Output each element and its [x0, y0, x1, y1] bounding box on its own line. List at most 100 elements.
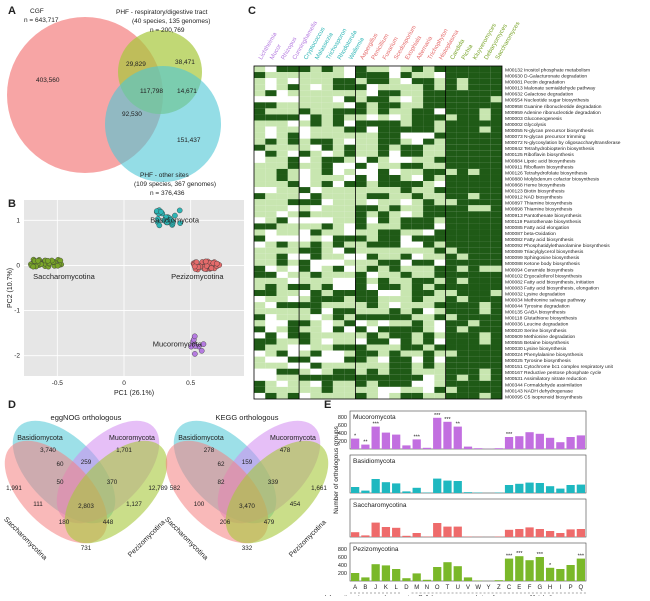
bar-basidiomycota-F — [525, 483, 533, 493]
heatmap-cell — [288, 108, 299, 114]
heatmap-cell — [254, 290, 265, 296]
heatmap-cell — [479, 223, 490, 229]
heatmap-cell — [457, 332, 468, 338]
heatmap-cell — [367, 120, 378, 126]
heatmap-cell — [322, 345, 333, 351]
heatmap-cell — [479, 217, 490, 223]
heatmap-cell — [401, 151, 412, 157]
heatmap-cell — [310, 320, 321, 326]
heatmap-cell — [389, 278, 400, 284]
heatmap-cell — [389, 381, 400, 387]
heatmap-cell — [288, 357, 299, 363]
bar-ylabel: Number of orthologous groups — [333, 425, 340, 514]
heatmap-cell — [434, 108, 445, 114]
heatmap-cell — [288, 90, 299, 96]
heatmap-cell — [288, 139, 299, 145]
heatmap-cell — [344, 284, 355, 290]
heatmap-cell — [367, 387, 378, 393]
heatmap-cell — [434, 272, 445, 278]
bar-xtick: L — [395, 585, 399, 591]
heatmap-cell — [468, 169, 479, 175]
heatmap-cell — [355, 351, 366, 357]
heatmap-cell — [299, 248, 310, 254]
heatmap-cell — [446, 175, 457, 181]
heatmap-cell — [265, 205, 276, 211]
heatmap-cell — [355, 278, 366, 284]
heatmap-cell — [412, 363, 423, 369]
heatmap-cell — [333, 169, 344, 175]
heatmap-cell — [434, 169, 445, 175]
heatmap-cell — [389, 114, 400, 120]
heatmap-cell — [412, 187, 423, 193]
heatmap-cell — [491, 266, 502, 272]
heatmap-cell — [254, 332, 265, 338]
heatmap-cell — [401, 326, 412, 332]
heatmap-cell — [277, 108, 288, 114]
heatmap-cell — [367, 84, 378, 90]
heatmap-cell — [423, 157, 434, 163]
heatmap-cell — [423, 78, 434, 84]
heatmap-cell — [412, 145, 423, 151]
heatmap-cell — [299, 338, 310, 344]
heatmap-cell — [288, 199, 299, 205]
heatmap-module-label: M00958 Guanine ribonucleotide degradatio… — [505, 104, 602, 110]
venn-region-phfr-phfo: 14,671 — [177, 88, 197, 95]
heatmap-cell — [434, 351, 445, 357]
heatmap-cell — [446, 357, 457, 363]
heatmap-module-label: M00085 Fatty acid elongation — [505, 225, 569, 231]
heatmap-cell — [355, 296, 366, 302]
heatmap-cell — [468, 120, 479, 126]
heatmap-cell — [491, 157, 502, 163]
heatmap-cell — [322, 127, 333, 133]
heatmap-module-label: M00030 Lysine biosynthesis — [505, 346, 567, 352]
heatmap-cell — [423, 320, 434, 326]
pca-ytick: 1 — [16, 217, 20, 224]
heatmap-cell — [277, 284, 288, 290]
heatmap-cell — [389, 127, 400, 133]
heatmap-cell — [265, 157, 276, 163]
heatmap-cell — [446, 236, 457, 242]
heatmap-cell — [412, 345, 423, 351]
heatmap-cell — [412, 181, 423, 187]
heatmap-cell — [299, 175, 310, 181]
heatmap-cell — [378, 78, 389, 84]
heatmap-cell — [299, 139, 310, 145]
heatmap-cell — [401, 96, 412, 102]
bar-mucoromycota-K — [382, 433, 390, 449]
heatmap-cell — [434, 120, 445, 126]
heatmap-cell — [299, 381, 310, 387]
heatmap-cell — [299, 363, 310, 369]
heatmap-cell — [457, 242, 468, 248]
heatmap-cell — [310, 96, 321, 102]
heatmap-cell — [423, 393, 434, 399]
heatmap-cell — [277, 120, 288, 126]
heatmap-cell — [310, 345, 321, 351]
heatmap-cell — [401, 211, 412, 217]
heatmap-cell — [367, 332, 378, 338]
heatmap-cell — [423, 308, 434, 314]
heatmap-cell — [344, 345, 355, 351]
heatmap-cell — [446, 296, 457, 302]
heatmap-cell — [288, 211, 299, 217]
heatmap-cell — [434, 187, 445, 193]
heatmap-cell — [491, 284, 502, 290]
heatmap-cell — [322, 193, 333, 199]
heatmap-cell — [468, 78, 479, 84]
bar-mucoromycota-V — [464, 447, 472, 449]
heatmap-cell — [389, 102, 400, 108]
heatmap-cell — [378, 127, 389, 133]
euler-eggnog-value: 259 — [81, 459, 92, 466]
heatmap-cell — [468, 151, 479, 157]
heatmap-cell — [479, 345, 490, 351]
heatmap-cell — [434, 211, 445, 217]
heatmap-cell — [434, 145, 445, 151]
euler-eggnog-title: eggNOG orthologous — [51, 413, 122, 422]
heatmap-cell — [310, 102, 321, 108]
heatmap-cell — [344, 96, 355, 102]
bar-pezizomycotina-C — [505, 559, 513, 581]
heatmap-cell — [389, 211, 400, 217]
heatmap-cell — [254, 127, 265, 133]
heatmap-cell — [310, 151, 321, 157]
heatmap-cell — [412, 266, 423, 272]
heatmap-cell — [479, 163, 490, 169]
